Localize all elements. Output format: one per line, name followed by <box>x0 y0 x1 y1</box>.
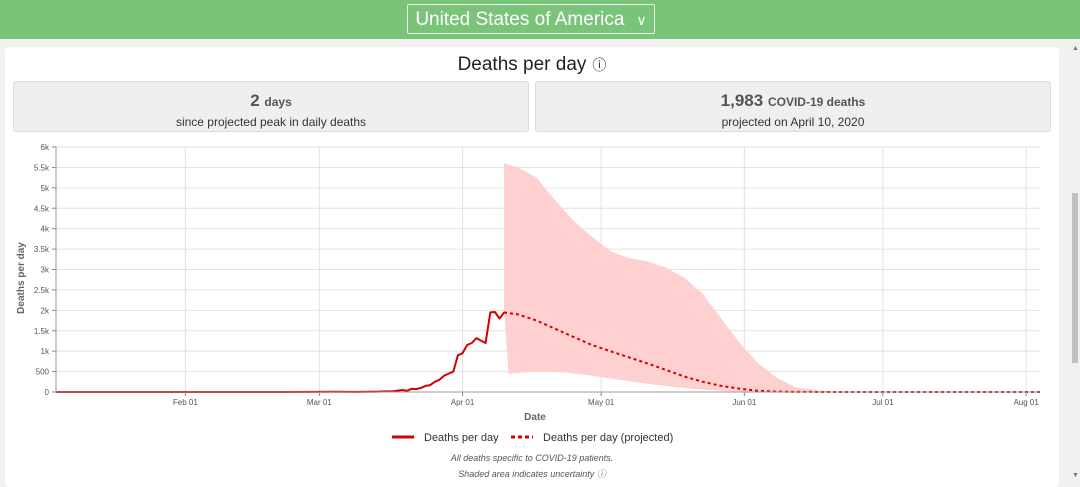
country-name: United States of America <box>415 9 625 30</box>
y-axis-label: Deaths per day <box>16 242 27 314</box>
stat-deaths-unit: COVID-19 deaths <box>767 95 866 109</box>
stat-days-since-peak: 2 days since projected peak in daily dea… <box>13 81 529 132</box>
x-tick-label: May 01 <box>588 398 615 407</box>
header-bar <box>0 0 1080 39</box>
footnote-1: All deaths specific to COVID-19 patients… <box>450 453 614 463</box>
series-line-actual <box>56 311 505 393</box>
y-tick-label: 4.5k <box>34 204 50 213</box>
stat-deaths-caption: projected on April 10, 2020 <box>721 115 865 129</box>
y-tick-label: 6k <box>41 143 50 152</box>
x-tick-label: Jun 01 <box>732 398 757 407</box>
legend-projected-label: Deaths per day (projected) <box>543 432 673 444</box>
footnote-2-text: Shaded area indicates uncertainty <box>458 469 595 479</box>
y-tick-label: 0 <box>45 388 50 397</box>
y-tick-label: 500 <box>36 368 50 377</box>
country-selector[interactable]: United States of America ∨ <box>407 4 655 34</box>
stat-days-value: 2 <box>250 91 260 110</box>
x-tick-label: Aug 01 <box>1013 398 1039 407</box>
stat-days-unit: days <box>264 95 292 109</box>
y-tick-label: 2.5k <box>34 286 50 295</box>
series-lines <box>56 311 1040 393</box>
chart-title-text: Deaths per day <box>457 54 587 75</box>
y-tick-label: 3k <box>41 266 50 275</box>
scroll-down-icon[interactable]: ▼ <box>1072 472 1079 479</box>
x-tick-label: Feb 01 <box>173 398 198 407</box>
uncertainty-band-area <box>504 163 1041 392</box>
info-icon[interactable]: ⓘ <box>596 469 606 479</box>
y-tick-label: 4k <box>41 225 50 234</box>
scrollbar[interactable]: ▲ ▼ <box>1070 43 1080 483</box>
y-tick-label: 2k <box>41 306 50 315</box>
footnote-2: Shaded area indicates uncertainty ⓘ <box>0 467 1064 480</box>
x-tick-label: Mar 01 <box>307 398 332 407</box>
y-tick-label: 1.5k <box>34 327 50 336</box>
y-tick-label: 3.5k <box>34 245 50 254</box>
legend: Deaths per day Deaths per day (projected… <box>392 432 673 444</box>
x-tick-label: Jul 01 <box>872 398 894 407</box>
y-tick-label: 1k <box>41 347 50 356</box>
stat-projected-deaths: 1,983 COVID-19 deaths projected on April… <box>535 81 1051 132</box>
axes: 0 500 1k 1.5k 2k 2.5k 3k 3.5k 4k 4.5k 5k 5.5k 6k Feb … <box>34 143 1040 407</box>
x-axis-label: Date <box>524 412 546 423</box>
legend-actual-label: Deaths per day <box>424 432 499 444</box>
info-icon[interactable]: ⓘ <box>592 57 607 73</box>
x-tick-label: Apr 01 <box>451 398 475 407</box>
scroll-up-icon[interactable]: ▲ <box>1072 45 1079 52</box>
y-tick-label: 5k <box>41 184 50 193</box>
stat-deaths-value: 1,983 <box>720 91 764 110</box>
scrollbar-thumb[interactable] <box>1072 193 1078 363</box>
uncertainty-band <box>504 163 1041 392</box>
stat-days-caption: since projected peak in daily deaths <box>175 115 367 129</box>
chart-title: Deaths per day ⓘ <box>0 54 1064 76</box>
chevron-down-icon: ∨ <box>636 12 647 28</box>
y-tick-label: 5.5k <box>34 163 50 172</box>
